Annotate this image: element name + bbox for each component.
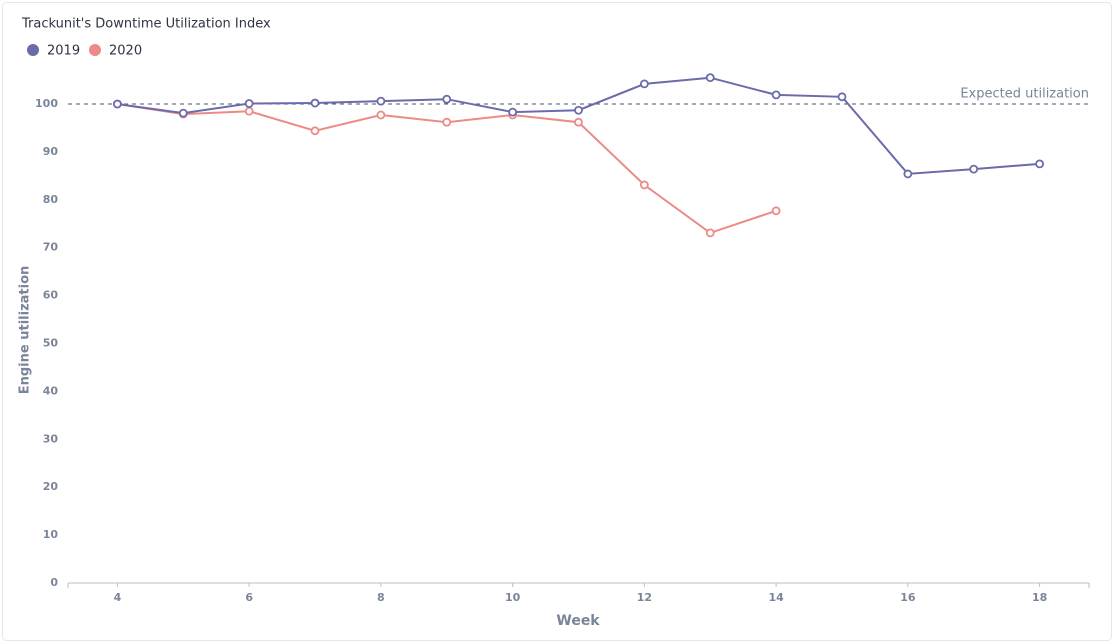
x-tick-label: 12	[637, 591, 652, 604]
y-tick-label: 0	[50, 576, 58, 589]
x-tick-label: 6	[245, 591, 253, 604]
x-tick-label: 14	[768, 591, 784, 604]
data-point	[244, 99, 254, 108]
data-point	[244, 106, 254, 116]
data-point	[508, 107, 518, 117]
reference-label: Expected utilization	[960, 87, 1089, 102]
data-point	[705, 228, 715, 238]
chart-title: Trackunit's Downtime Utilization Index	[21, 17, 271, 32]
data-point	[771, 206, 781, 216]
x-tick-label: 18	[1032, 591, 1047, 604]
y-tick-label: 30	[43, 432, 59, 445]
y-tick-label: 90	[43, 145, 59, 158]
x-tick-label: 10	[505, 591, 521, 604]
data-point	[639, 180, 649, 190]
y-tick-label: 50	[43, 337, 59, 350]
x-tick-label: 8	[377, 591, 385, 604]
x-axis-label: Week	[556, 613, 600, 629]
data-point	[969, 164, 979, 174]
data-point	[442, 117, 452, 127]
data-point	[442, 94, 452, 104]
data-point	[178, 108, 188, 118]
y-tick-label: 20	[43, 480, 59, 493]
data-point	[310, 126, 320, 136]
y-axis-label: Engine utilization	[18, 266, 33, 395]
data-point	[376, 96, 386, 106]
data-point	[705, 73, 715, 83]
y-tick-label: 100	[35, 97, 58, 110]
data-point	[376, 110, 386, 120]
y-tick-label: 80	[43, 193, 59, 206]
data-point	[1035, 159, 1044, 169]
x-tick-label: 4	[114, 591, 122, 604]
x-tick-label: 16	[900, 591, 916, 604]
data-point	[771, 90, 781, 100]
data-point	[574, 105, 583, 115]
y-tick-label: 70	[43, 241, 59, 254]
data-point	[574, 117, 583, 127]
data-point	[113, 99, 122, 109]
legend-marker	[27, 44, 39, 56]
data-point	[639, 79, 649, 89]
legend-marker	[89, 44, 101, 56]
y-tick-label: 60	[43, 289, 59, 302]
data-point	[903, 169, 913, 179]
y-tick-label: 10	[43, 528, 59, 541]
legend-label: 2020	[109, 44, 142, 59]
data-point	[837, 92, 847, 102]
data-point	[310, 98, 320, 108]
y-tick-label: 40	[43, 384, 59, 397]
legend-label: 2019	[47, 44, 80, 59]
